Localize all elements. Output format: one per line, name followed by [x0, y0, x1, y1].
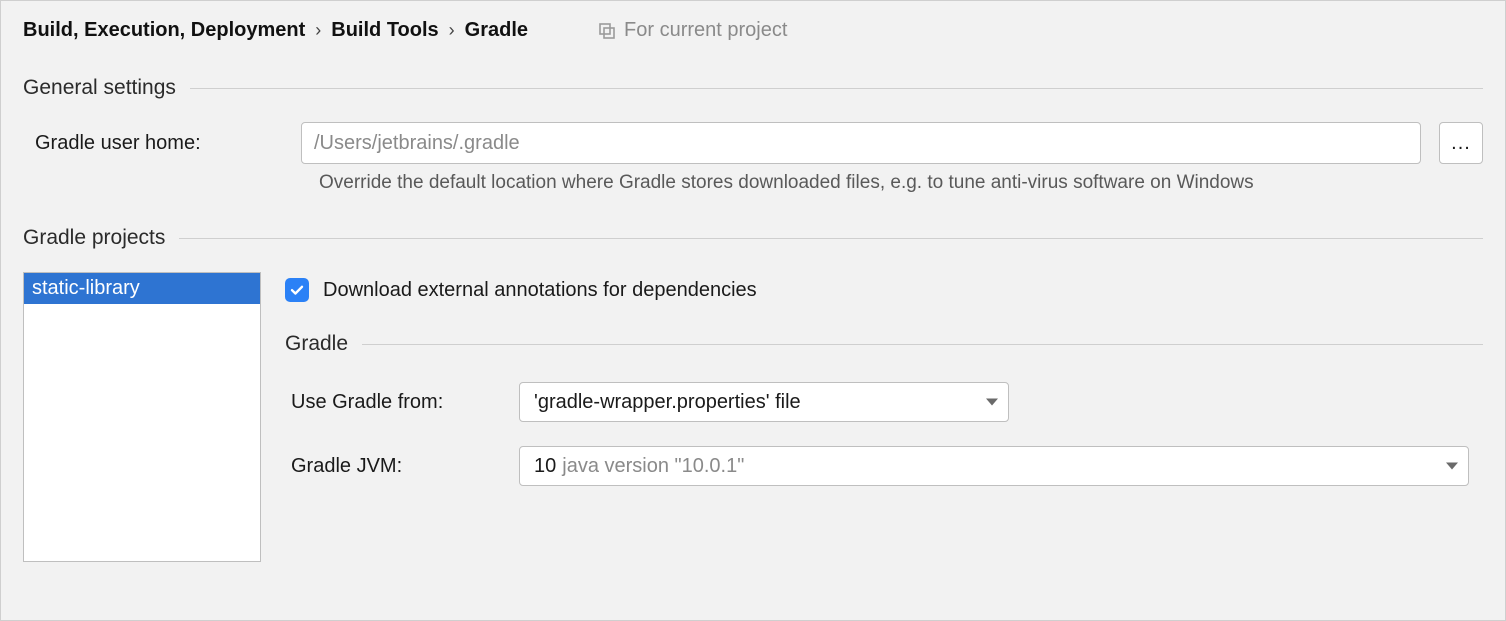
- use-gradle-from-row: Use Gradle from: 'gradle-wrapper.propert…: [285, 382, 1483, 422]
- copy-icon: [598, 22, 616, 40]
- use-gradle-from-value: 'gradle-wrapper.properties' file: [534, 391, 801, 414]
- gradle-jvm-label: Gradle JVM:: [285, 455, 519, 478]
- breadcrumb-part-2[interactable]: Gradle: [465, 19, 528, 42]
- gradle-jvm-combo[interactable]: 10 java version "10.0.1": [519, 446, 1469, 486]
- general-settings-title: General settings: [23, 76, 176, 100]
- download-annotations-label: Download external annotations for depend…: [323, 279, 757, 302]
- general-settings-header: General settings: [23, 76, 1483, 100]
- download-annotations-checkbox[interactable]: [285, 278, 309, 302]
- breadcrumb-part-0[interactable]: Build, Execution, Deployment: [23, 19, 305, 42]
- chevron-right-icon: ›: [449, 20, 455, 41]
- download-annotations-row: Download external annotations for depend…: [285, 278, 1483, 302]
- scope-badge: For current project: [598, 19, 787, 42]
- gradle-subsection-title: Gradle: [285, 332, 348, 356]
- chevron-right-icon: ›: [315, 20, 321, 41]
- check-icon: [289, 282, 305, 298]
- gradle-user-home-help: Override the default location where Grad…: [319, 172, 1483, 194]
- scope-label: For current project: [624, 19, 787, 42]
- browse-button[interactable]: ...: [1439, 122, 1483, 164]
- gradle-subsection-header: Gradle: [285, 332, 1483, 356]
- divider: [179, 238, 1483, 239]
- gradle-projects-header: Gradle projects: [23, 226, 1483, 250]
- gradle-jvm-primary: 10: [534, 455, 556, 478]
- gradle-user-home-row: Gradle user home: ...: [23, 122, 1483, 164]
- gradle-jvm-secondary: java version "10.0.1": [562, 455, 744, 478]
- divider: [362, 344, 1483, 345]
- chevron-down-icon: [986, 399, 998, 406]
- breadcrumb: Build, Execution, Deployment › Build Too…: [23, 19, 1483, 42]
- use-gradle-from-combo[interactable]: 'gradle-wrapper.properties' file: [519, 382, 1009, 422]
- gradle-jvm-row: Gradle JVM: 10 java version "10.0.1": [285, 446, 1483, 486]
- project-detail: Download external annotations for depend…: [285, 272, 1483, 510]
- breadcrumb-part-1[interactable]: Build Tools: [331, 19, 438, 42]
- gradle-user-home-label: Gradle user home:: [23, 132, 283, 155]
- gradle-projects-area: static-library Download external annotat…: [23, 272, 1483, 562]
- use-gradle-from-label: Use Gradle from:: [285, 391, 519, 414]
- chevron-down-icon: [1446, 463, 1458, 470]
- project-list[interactable]: static-library: [23, 272, 261, 562]
- gradle-projects-title: Gradle projects: [23, 226, 165, 250]
- project-list-item[interactable]: static-library: [24, 273, 260, 304]
- divider: [190, 88, 1483, 89]
- settings-panel: Build, Execution, Deployment › Build Too…: [0, 0, 1506, 621]
- gradle-user-home-input[interactable]: [301, 122, 1421, 164]
